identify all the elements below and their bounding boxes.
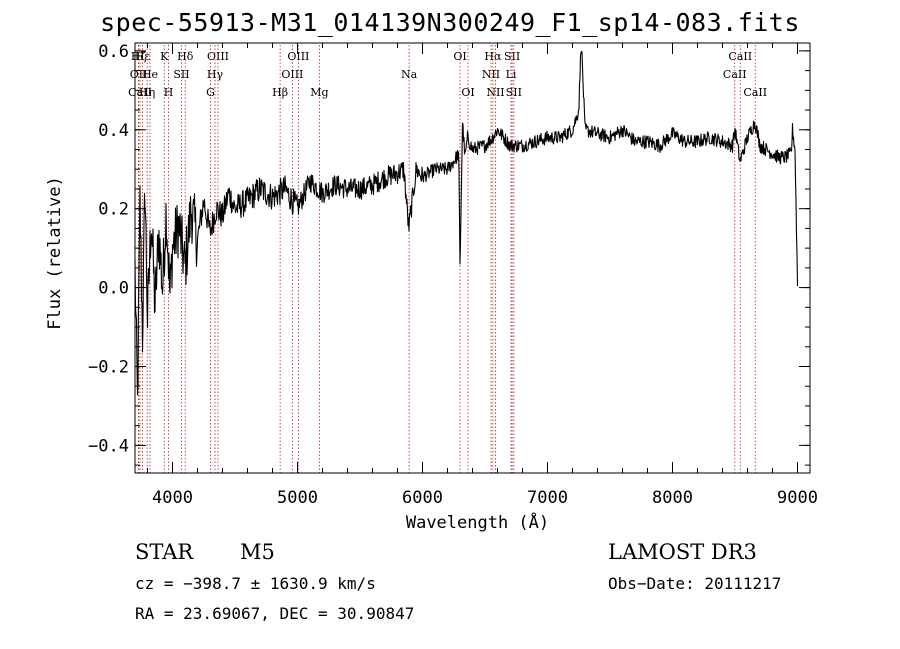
x-tick-label: 7000 xyxy=(527,488,568,508)
y-tick-label: 0.0 xyxy=(98,279,129,299)
redshift-velocity: cz = −398.7 ± 1630.9 km/s xyxy=(135,574,376,593)
spectral-line-label: Hη xyxy=(139,86,155,99)
spectral-line-label: SII xyxy=(506,86,522,99)
x-tick-label: 9000 xyxy=(777,488,818,508)
object-class: STAR xyxy=(135,540,194,564)
spectral-line-label: K xyxy=(160,50,169,63)
plot-frame xyxy=(134,42,811,474)
spectral-line-label: NII xyxy=(486,86,504,99)
spectral-line-label: OIII xyxy=(287,50,309,63)
chart-title: spec-55913-M31_014139N300249_F1_sp14-083… xyxy=(100,8,800,37)
survey-name: LAMOST DR3 xyxy=(608,540,757,564)
y-tick-label: −0.4 xyxy=(88,436,129,456)
spectrum-series xyxy=(134,50,799,396)
spectral-line-label: SII xyxy=(504,50,520,63)
spectral-line-label: H xyxy=(164,86,174,99)
spectral-line-label: Hδ xyxy=(177,50,194,63)
x-tick-label: 6000 xyxy=(402,488,443,508)
y-tick-label: 0.6 xyxy=(98,42,129,62)
spectral-line-label: SII xyxy=(173,68,189,81)
y-axis-label: Flux (relative) xyxy=(45,176,65,330)
spectral-line-label: NII xyxy=(482,68,500,81)
spectral-line-label: Na xyxy=(401,68,418,81)
spectral-line-label: Hβ xyxy=(272,86,288,99)
x-tick-label: 5000 xyxy=(277,488,318,508)
spectral-line-label: CaII xyxy=(743,86,767,99)
spectral-line-label: He xyxy=(142,68,158,81)
spectral-line-label: Hα xyxy=(484,50,502,63)
spectral-line-label: CaII xyxy=(723,68,747,81)
spectral-line-label: Hε xyxy=(135,50,151,63)
y-tick-label: 0.4 xyxy=(98,121,129,141)
spectral-line-label: OII xyxy=(130,68,148,81)
coordinates: RA = 23.69067, DEC = 30.90847 xyxy=(135,604,415,623)
spectral-line-label: CaII xyxy=(728,50,752,63)
spectral-line-label: Mg xyxy=(310,86,328,99)
y-tick-label: −0.2 xyxy=(88,357,129,377)
spectral-line-label: OI xyxy=(453,50,466,63)
x-tick-label: 4000 xyxy=(152,488,193,508)
spectral-line-label: OI xyxy=(461,86,474,99)
x-axis-label: Wavelength (Å) xyxy=(406,511,549,533)
spectral-line-label: OIII xyxy=(207,50,229,63)
plot-axes: 4000 5000 6000 7000 8000 9000 −0.4 −0.2 0.0 0.2 0.… xyxy=(45,42,818,533)
object-subclass: M5 xyxy=(240,540,275,564)
spectral-line-label: Hγ xyxy=(207,68,224,81)
x-tick-label: 8000 xyxy=(652,488,693,508)
observation-date: Obs−Date: 20111217 xyxy=(608,574,782,593)
flux-line xyxy=(134,50,799,396)
spectral-line-label: G xyxy=(206,86,215,99)
spectral-line-label: OIII xyxy=(281,68,303,81)
spectral-line-label: CaII xyxy=(128,86,152,99)
spectral-line-label: Li xyxy=(506,68,517,81)
y-tick-label: 0.2 xyxy=(98,200,129,220)
